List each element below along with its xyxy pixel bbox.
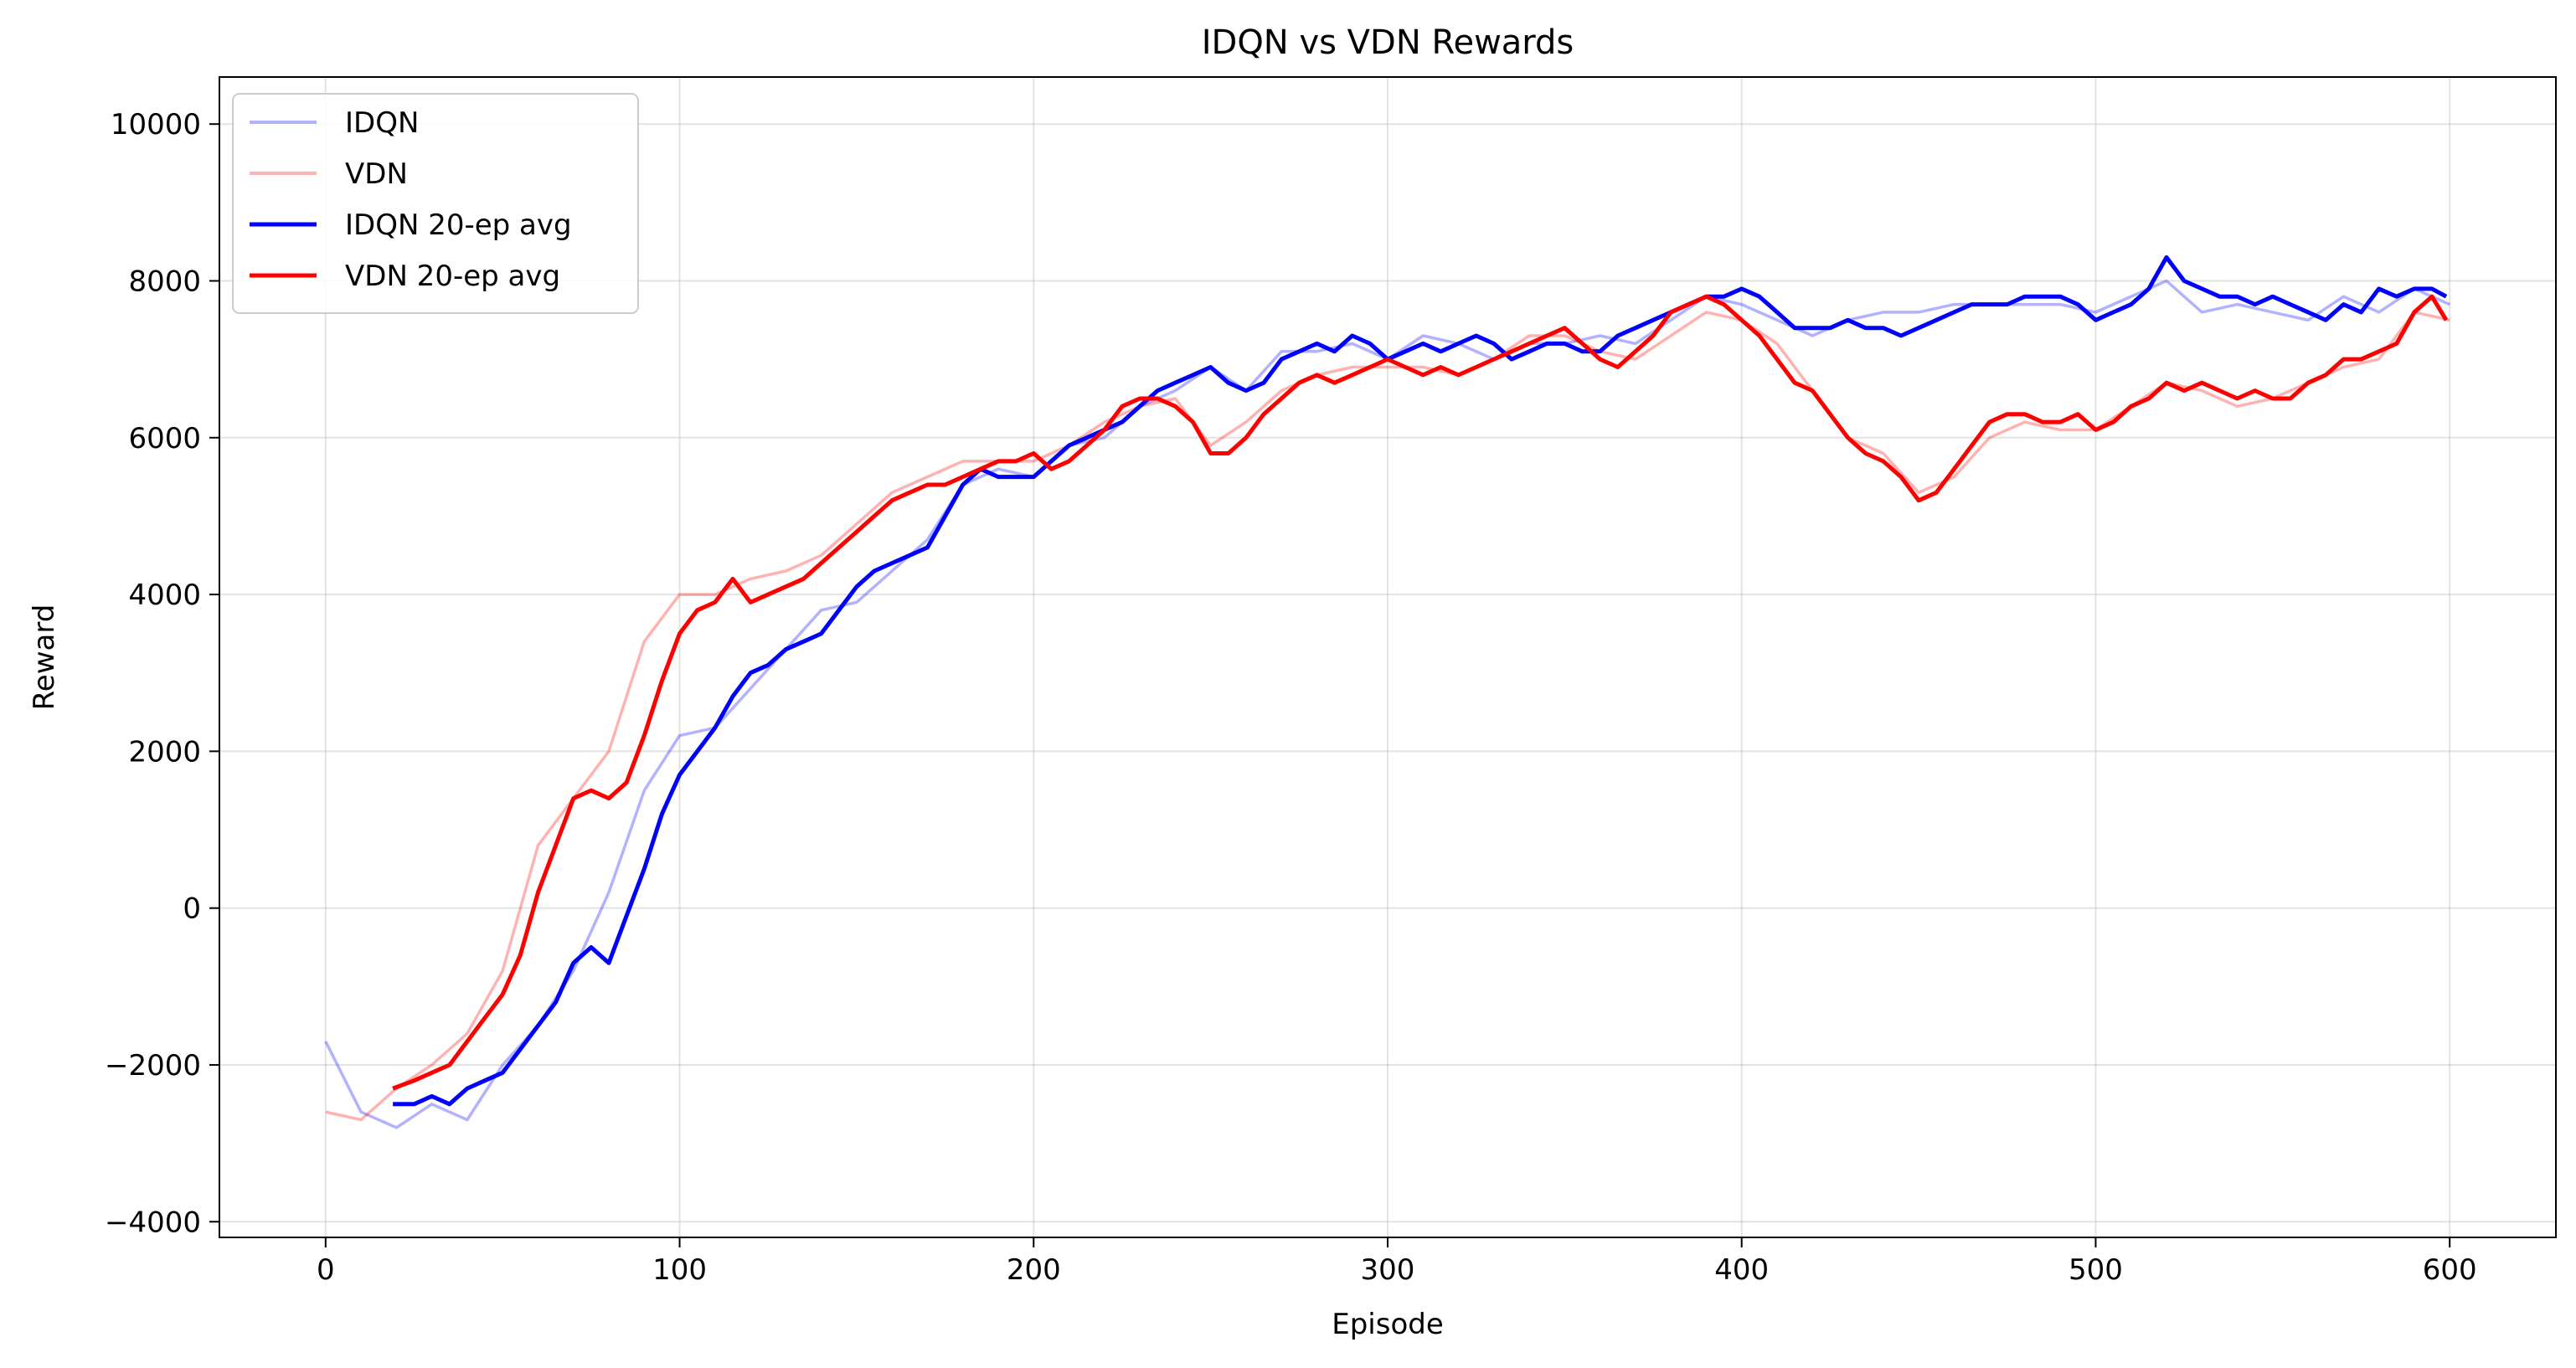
y-tick-label: 2000 [128, 735, 201, 769]
chart-title: IDQN vs VDN Rewards [1202, 23, 1574, 62]
x-axis: 0 100 200 300 400 500 600 [317, 1237, 2477, 1287]
y-axis: −4000 −2000 0 2000 4000 6000 8000 10000 [105, 108, 219, 1239]
grid [219, 77, 2556, 1237]
legend-label: IDQN 20-ep avg [345, 208, 572, 242]
x-tick-label: 400 [1714, 1253, 1769, 1287]
y-tick-label: 4000 [128, 579, 201, 612]
series-line-vdn-20-ep-avg [392, 294, 2449, 1091]
legend-label: IDQN [345, 106, 419, 140]
series-line-idqn-20-ep-avg [393, 255, 2448, 1107]
legend-box [232, 93, 639, 314]
y-tick-label: −2000 [105, 1049, 201, 1083]
y-tick-label: 8000 [128, 265, 201, 298]
x-tick-label: 300 [1361, 1253, 1415, 1287]
series-layer [324, 255, 2450, 1129]
legend-label: VDN 20-ep avg [345, 260, 560, 293]
y-tick-label: 0 [183, 892, 201, 926]
y-axis-label: Reward [28, 604, 61, 711]
x-tick-label: 600 [2423, 1253, 2477, 1287]
y-tick-label: 6000 [128, 422, 201, 455]
x-tick-label: 100 [652, 1253, 707, 1287]
y-tick-label: −4000 [105, 1206, 201, 1239]
x-axis-label: Episode [1332, 1308, 1444, 1341]
legend: IDQN VDN IDQN 20-ep avg VDN 20-ep avg [232, 93, 639, 314]
legend-label: VDN [345, 157, 408, 191]
x-tick-label: 0 [317, 1253, 335, 1287]
y-tick-label: 10000 [111, 108, 201, 141]
x-tick-label: 200 [1007, 1253, 1061, 1287]
x-tick-label: 500 [2069, 1253, 2123, 1287]
